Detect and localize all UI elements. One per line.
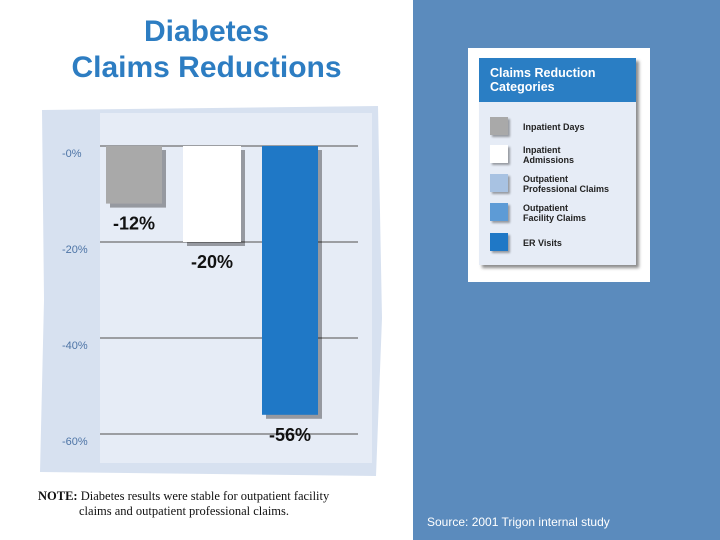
legend-title-line1: Claims Reduction <box>490 66 596 80</box>
legend-card: Claims Reduction Categories Inpatient Da… <box>479 58 636 265</box>
legend-label: ER Visits <box>523 238 562 248</box>
note-label: NOTE: <box>38 489 78 503</box>
legend-item: Inpatient Admissions <box>490 142 636 168</box>
source-note: Source: 2001 Trigon internal study <box>427 515 610 529</box>
bar-value-label: -56% <box>269 425 311 445</box>
note-text-line1: Diabetes results were stable for outpati… <box>80 489 330 503</box>
legend-item: Inpatient Days <box>490 114 636 140</box>
legend-header: Claims Reduction Categories <box>479 58 636 102</box>
y-tick-label: -20% <box>62 244 88 256</box>
legend-title-line2: Categories <box>490 80 555 94</box>
bar-value-label: -20% <box>191 252 233 272</box>
legend-label: Inpatient Admissions <box>523 145 575 165</box>
y-tick-label: -0% <box>62 148 82 160</box>
legend-item: Outpatient Facility Claims <box>490 200 636 226</box>
legend-swatch <box>490 145 508 163</box>
bar <box>183 146 241 242</box>
legend-label: Outpatient Professional Claims <box>523 174 610 194</box>
bar <box>106 146 162 204</box>
bar <box>262 146 318 415</box>
y-tick-label: -60% <box>62 436 88 448</box>
legend-item: Outpatient Professional Claims <box>490 171 636 197</box>
chart-note: NOTE: Diabetes results were stable for o… <box>38 489 398 519</box>
bar-chart: -0% -20% -40% -60% -12% -20% -56% <box>40 106 382 476</box>
chart-title-line1: Diabetes <box>143 15 270 48</box>
legend-label: Outpatient Facility Claims <box>523 203 587 223</box>
chart-title-line2: Claims Reductions <box>71 51 342 84</box>
legend-swatch <box>490 203 508 221</box>
legend-swatch <box>490 117 508 135</box>
legend-swatch <box>490 233 508 251</box>
legend: Claims Reduction Categories Inpatient Da… <box>468 48 650 282</box>
note-text-line2: claims and outpatient professional claim… <box>79 504 290 518</box>
legend-label: Inpatient Days <box>523 122 585 132</box>
legend-swatch <box>490 174 508 192</box>
chart-panel: Diabetes Claims Reductions -0% -20% -40% -6… <box>38 15 398 519</box>
legend-item: ER Visits <box>490 230 636 256</box>
y-tick-label: -40% <box>62 340 88 352</box>
bar-value-label: -12% <box>113 214 155 234</box>
